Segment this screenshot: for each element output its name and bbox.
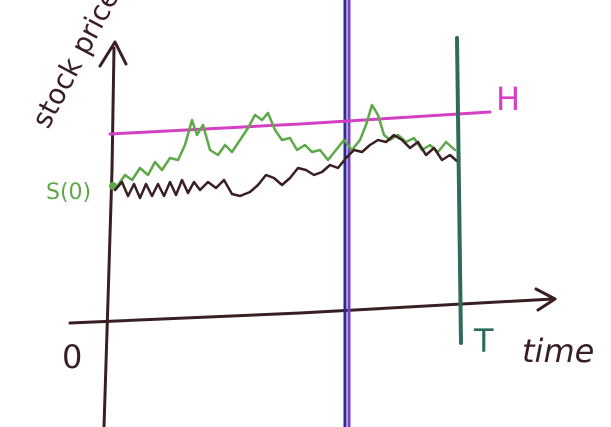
origin-label: 0: [62, 338, 82, 376]
barrier-label: H: [496, 80, 520, 118]
diagram: stock price H S(0) 0 T time: [0, 0, 611, 427]
x-axis-label: time: [522, 332, 594, 370]
start-label: S(0): [46, 180, 91, 205]
background: [0, 0, 611, 427]
maturity-label: T: [473, 322, 494, 360]
page: stock price H S(0) 0 T time (() => { con…: [0, 0, 611, 427]
